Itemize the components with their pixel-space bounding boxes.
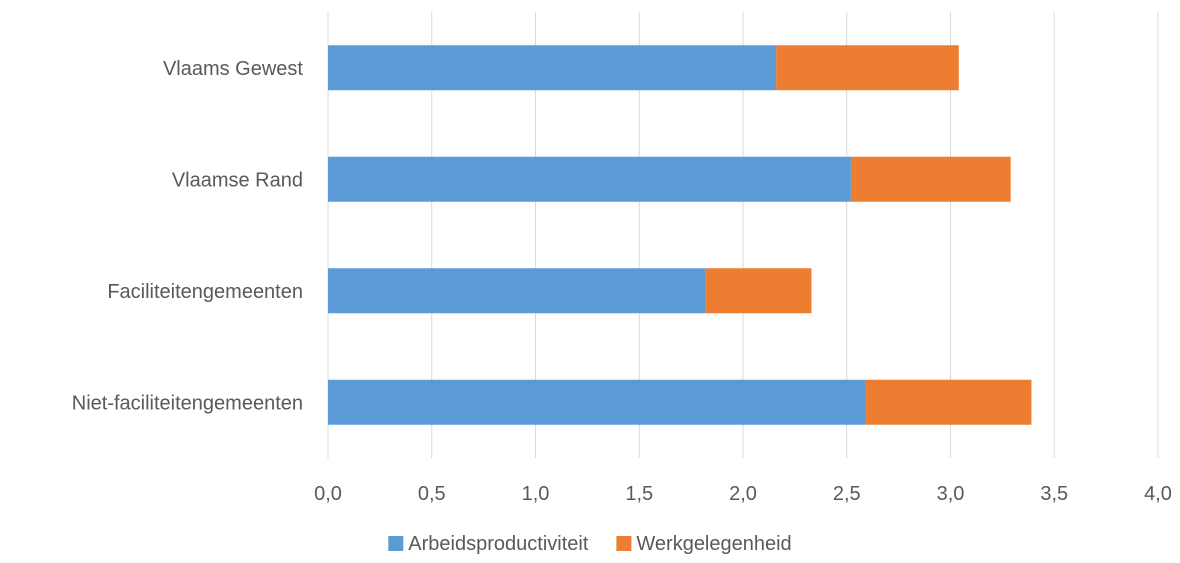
category-label: Niet-faciliteitengemeenten bbox=[72, 392, 303, 414]
legend-swatch bbox=[616, 536, 632, 551]
x-tick-label: 0,5 bbox=[418, 483, 446, 505]
bar-werkgelegenheid bbox=[850, 156, 1011, 202]
x-tick-label: 1,5 bbox=[625, 483, 653, 505]
legend-label: Werkgelegenheid bbox=[636, 533, 791, 555]
legend-swatch bbox=[388, 536, 404, 551]
x-tick-label: 1,0 bbox=[522, 483, 550, 505]
bar-werkgelegenheid bbox=[776, 45, 959, 91]
x-tick-label: 4,0 bbox=[1144, 483, 1172, 505]
bar-arbeidsproductiviteit bbox=[328, 156, 851, 202]
legend: Arbeidsproductiviteit Werkgelegenheid bbox=[388, 533, 792, 555]
x-tick-label: 3,0 bbox=[937, 483, 965, 505]
bar-werkgelegenheid bbox=[705, 268, 812, 314]
bar-werkgelegenheid bbox=[865, 379, 1032, 425]
bar-arbeidsproductiviteit bbox=[328, 379, 866, 425]
x-tick-label: 0,0 bbox=[314, 483, 342, 505]
bars bbox=[328, 45, 1032, 425]
x-tick-label: 2,5 bbox=[833, 483, 861, 505]
legend-label: Arbeidsproductiviteit bbox=[408, 533, 589, 555]
category-labels: Vlaams Gewest Vlaamse Rand Faciliteitengem… bbox=[72, 58, 304, 415]
bar-arbeidsproductiviteit bbox=[328, 45, 777, 91]
bar-arbeidsproductiviteit bbox=[328, 268, 706, 314]
category-label: Faciliteitengemeenten bbox=[107, 281, 303, 303]
category-label: Vlaams Gewest bbox=[163, 58, 303, 80]
x-tick-label: 3,5 bbox=[1040, 483, 1068, 505]
x-tick-label: 2,0 bbox=[729, 483, 757, 505]
category-label: Vlaamse Rand bbox=[172, 169, 303, 191]
x-axis-tick-labels: 0,0 0,5 1,0 1,5 2,0 2,5 3,0 3,5 4,0 bbox=[314, 483, 1172, 505]
